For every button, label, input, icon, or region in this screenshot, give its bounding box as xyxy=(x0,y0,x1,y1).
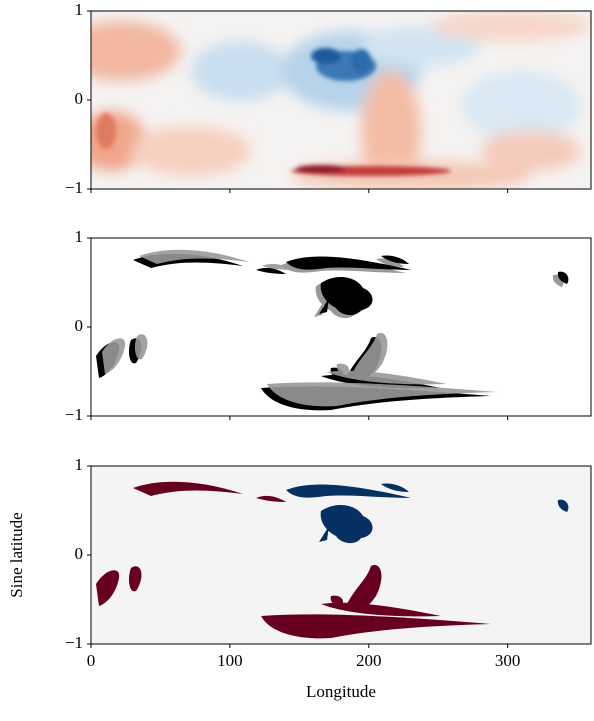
class-image xyxy=(91,466,591,644)
y-tick-label: 0 xyxy=(75,89,84,108)
y-tick-label: 1 xyxy=(75,455,84,474)
y-tick-label: 1 xyxy=(75,227,84,246)
x-tick-label: 200 xyxy=(356,651,382,670)
x-tick-label: 0 xyxy=(87,651,96,670)
x-tick-label: 100 xyxy=(217,651,243,670)
y-axis-label: Sine latitude xyxy=(7,512,26,597)
y-tick-label: 1 xyxy=(75,0,84,19)
x-axis-label: Longitude xyxy=(306,682,376,701)
field-image xyxy=(91,11,591,189)
y-tick-label: −1 xyxy=(65,178,83,197)
class-image xyxy=(91,238,591,416)
x-tick-label: 300 xyxy=(495,651,521,670)
y-tick-label: 0 xyxy=(75,316,84,335)
y-tick-label: −1 xyxy=(65,405,83,424)
y-tick-label: −1 xyxy=(65,633,83,652)
y-tick-label: 0 xyxy=(75,544,84,563)
